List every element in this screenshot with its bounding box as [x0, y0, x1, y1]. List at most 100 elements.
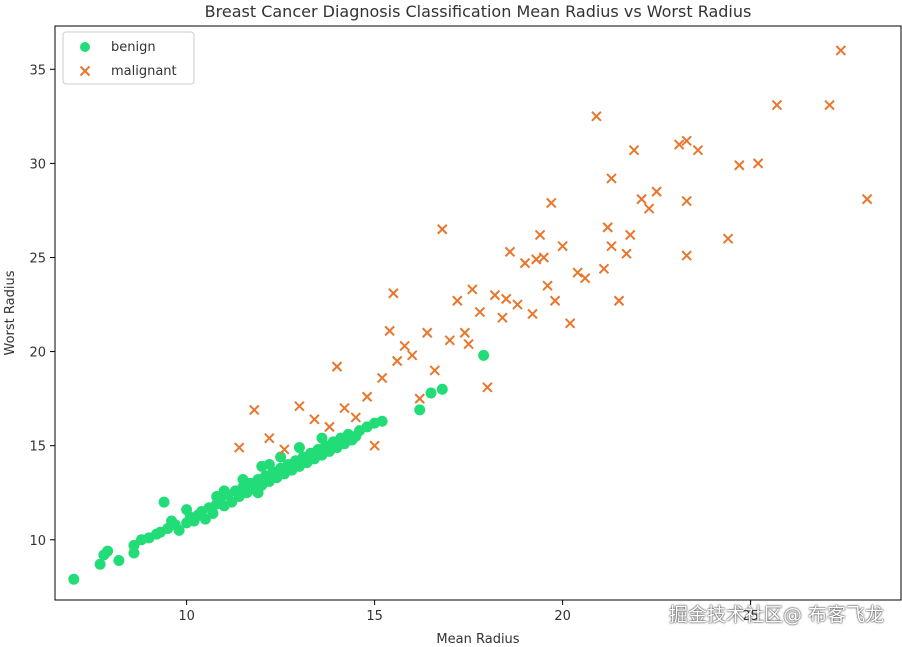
benign-point-68	[478, 349, 490, 361]
malignant-point-49	[621, 248, 632, 259]
malignant-point-27	[482, 382, 493, 393]
malignant-point-26	[474, 306, 486, 318]
benign-point-14	[173, 524, 185, 536]
malignant-point-29	[497, 312, 508, 323]
malignant-point-50	[625, 229, 636, 241]
benign-point-22	[207, 507, 219, 519]
malignant-point-2	[264, 432, 275, 444]
malignant-point-37	[546, 197, 557, 209]
malignant-point-38	[549, 295, 561, 306]
malignant-point-61	[734, 160, 745, 171]
legend-malignant-label: malignant	[111, 64, 177, 79]
malignant-point-53	[643, 203, 655, 214]
malignant-point-42	[579, 272, 591, 284]
malignant-point-16	[399, 340, 410, 352]
benign-point-1	[94, 558, 106, 570]
malignant-point-18	[414, 393, 425, 404]
malignant-point-10	[361, 391, 373, 402]
benign-point-72	[275, 451, 287, 463]
malignant-point-6	[324, 421, 335, 433]
benign-point-64	[376, 415, 388, 427]
malignant-point-17	[406, 350, 418, 361]
chart-title: Breast Cancer Diagnosis Classification M…	[205, 2, 752, 21]
malignant-point-39	[557, 240, 568, 252]
y-tick-label-10: 10	[29, 534, 46, 549]
y-axis-label: Worst Radius	[3, 270, 18, 355]
malignant-point-46	[602, 222, 613, 233]
malignant-point-28	[489, 289, 501, 301]
malignant-point-68	[500, 293, 512, 305]
y-tick-label-35: 35	[29, 63, 46, 78]
malignant-point-57	[681, 195, 692, 207]
y-tick-label-25: 25	[29, 251, 46, 266]
malignant-point-65	[835, 45, 847, 56]
y-tick-label-20: 20	[29, 346, 46, 361]
malignant-point-23	[452, 295, 463, 306]
malignant-point-41	[572, 267, 583, 278]
legend-benign-marker	[80, 42, 90, 52]
benign-point-5	[128, 547, 140, 559]
legend-box	[62, 31, 195, 85]
malignant-point-25	[467, 284, 478, 295]
x-tick-label-25: 25	[742, 609, 759, 624]
benign-point-3	[102, 545, 114, 557]
x-tick-label-10: 10	[178, 609, 195, 624]
malignant-point-22	[444, 335, 456, 346]
benign-point-67	[436, 383, 448, 395]
malignant-point-20	[429, 365, 440, 376]
benign-point-75	[166, 515, 178, 527]
malignant-point-48	[613, 295, 625, 306]
malignant-point-67	[463, 338, 474, 350]
benign-point-0	[68, 573, 80, 585]
benign-point-77	[263, 458, 275, 470]
malignant-point-54	[651, 186, 662, 197]
malignant-point-43	[591, 111, 602, 122]
malignant-point-0	[234, 442, 245, 453]
malignant-point-14	[388, 288, 399, 299]
x-tick-label-20: 20	[554, 609, 571, 624]
malignant-point-1	[249, 404, 260, 416]
malignant-point-40	[564, 318, 576, 329]
watermark-text: 掘金技术社区@ 布客飞龙	[668, 604, 884, 626]
benign-point-78	[316, 432, 328, 444]
malignant-point-8	[339, 402, 350, 414]
benign-point-27	[226, 496, 238, 508]
benign-point-70	[237, 474, 249, 486]
malignant-point-51	[628, 145, 640, 156]
benign-point-6	[128, 539, 140, 551]
x-tick-label-15: 15	[366, 609, 383, 624]
malignant-point-55	[673, 139, 685, 150]
malignant-point-30	[504, 246, 516, 258]
malignant-point-5	[309, 414, 320, 425]
data-points	[68, 45, 873, 585]
malignant-point-15	[391, 355, 403, 367]
malignant-point-3	[279, 444, 290, 455]
malignant-point-12	[376, 372, 388, 384]
malignant-point-34	[534, 229, 546, 241]
malignant-point-62	[752, 158, 764, 169]
malignant-point-64	[824, 99, 835, 111]
benign-point-11	[158, 496, 170, 508]
axis-ticks: 10 15 20 25 10 15 20 25 30 35	[29, 63, 758, 624]
malignant-point-66	[861, 193, 873, 205]
benign-point-76	[211, 490, 223, 502]
benign-point-73	[293, 442, 305, 454]
benign-point-79	[252, 487, 264, 499]
malignant-point-58	[681, 250, 692, 261]
malignant-point-13	[384, 325, 395, 337]
legend-benign-label: benign	[111, 40, 156, 55]
malignant-point-24	[459, 327, 471, 338]
legend: benign malignant	[62, 31, 195, 85]
malignant-point-47	[606, 173, 617, 184]
y-tick-label-30: 30	[29, 157, 46, 172]
malignant-point-31	[512, 299, 523, 310]
malignant-point-44	[598, 263, 610, 274]
benign-point-69	[218, 485, 230, 497]
benign-point-4	[113, 554, 125, 566]
malignant-point-56	[681, 135, 692, 147]
malignant-point-19	[422, 327, 433, 338]
legend-x-glyph	[79, 65, 91, 77]
benign-point-65	[414, 404, 426, 416]
legend-malignant-marker	[79, 65, 91, 77]
